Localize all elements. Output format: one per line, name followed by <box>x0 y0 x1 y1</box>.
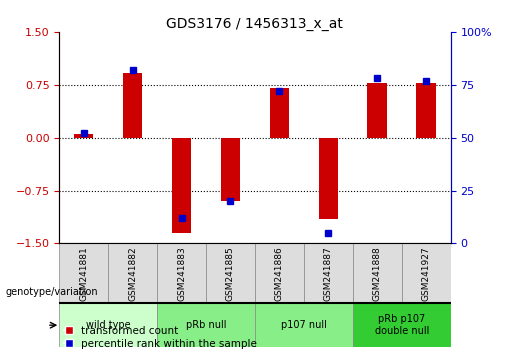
Text: GSM241887: GSM241887 <box>324 246 333 301</box>
Bar <box>269 88 289 138</box>
Bar <box>353 303 451 347</box>
Text: GSM241888: GSM241888 <box>373 246 382 301</box>
Text: GSM241882: GSM241882 <box>128 246 137 301</box>
Bar <box>59 303 157 347</box>
Bar <box>157 303 255 347</box>
Text: GSM241883: GSM241883 <box>177 246 186 301</box>
Bar <box>220 138 240 201</box>
Bar <box>255 244 304 303</box>
Bar <box>416 83 436 138</box>
Text: pRb null: pRb null <box>186 320 226 330</box>
Bar <box>255 303 353 347</box>
Text: genotype/variation: genotype/variation <box>5 287 98 297</box>
Bar <box>123 73 142 138</box>
Bar <box>206 244 255 303</box>
Text: GSM241886: GSM241886 <box>275 246 284 301</box>
Bar <box>304 244 353 303</box>
Bar <box>402 244 451 303</box>
Text: p107 null: p107 null <box>281 320 327 330</box>
Bar <box>318 138 338 219</box>
Bar <box>353 244 402 303</box>
Text: GSM241927: GSM241927 <box>422 246 431 301</box>
Text: pRb p107
double null: pRb p107 double null <box>374 314 429 336</box>
Text: GSM241885: GSM241885 <box>226 246 235 301</box>
Bar <box>59 244 108 303</box>
Title: GDS3176 / 1456313_x_at: GDS3176 / 1456313_x_at <box>166 17 344 31</box>
Text: wild type: wild type <box>86 320 130 330</box>
Legend: transformed count, percentile rank within the sample: transformed count, percentile rank withi… <box>64 326 257 349</box>
Bar <box>157 244 206 303</box>
Bar <box>74 134 94 138</box>
Bar <box>171 138 191 233</box>
Bar <box>108 244 157 303</box>
Bar <box>367 83 387 138</box>
Text: GSM241881: GSM241881 <box>79 246 88 301</box>
